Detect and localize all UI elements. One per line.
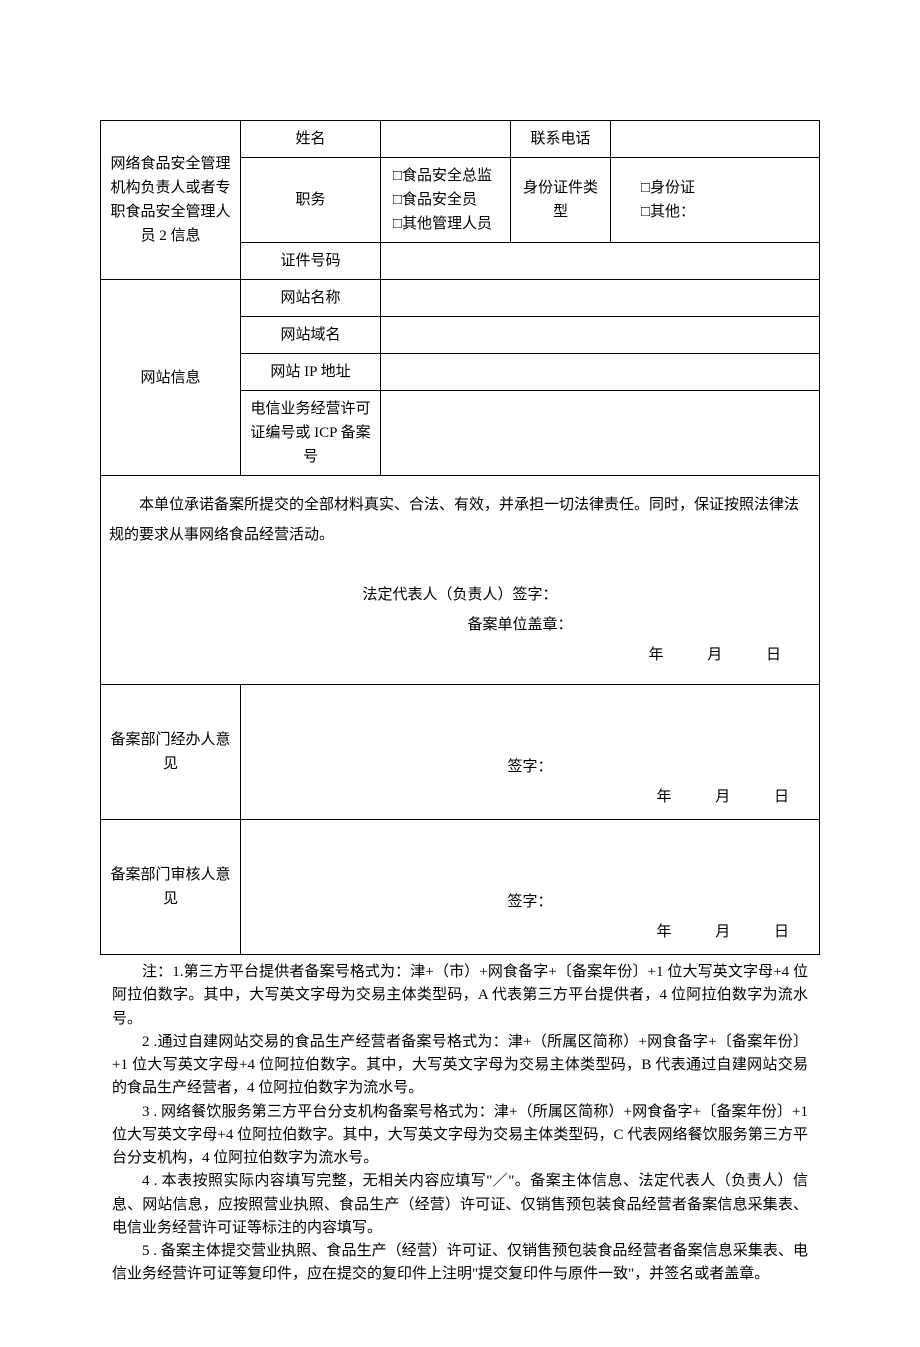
notes-section: 注：1.第三方平台提供者备案号格式为：津+（市）+网食备字+〔备案年份〕+1 位… <box>100 961 820 1287</box>
reviewer-date: 年 月 日 <box>251 920 809 944</box>
name-value[interactable] <box>381 121 511 158</box>
safety-manager-header: 网络食品安全管理机构负责人或者专职食品安全管理人员 2 信息 <box>101 121 241 280</box>
phone-value[interactable] <box>611 121 820 158</box>
id-type-options[interactable]: □身份证 □其他： <box>611 158 820 243</box>
handler-opinion-label: 备案部门经办人意见 <box>101 685 241 820</box>
declaration-cell: 本单位承诺备案所提交的全部材料真实、合法、有效，并承担一切法律责任。同时，保证按… <box>101 476 820 685</box>
name-label: 姓名 <box>241 121 381 158</box>
declaration-date: 年 月 日 <box>109 640 811 670</box>
handler-sign-label: 签字： <box>251 755 809 779</box>
ip-value[interactable] <box>381 354 820 391</box>
handler-opinion-cell[interactable]: 签字： 年 月 日 <box>241 685 820 820</box>
note-1: 注：1.第三方平台提供者备案号格式为：津+（市）+网食备字+〔备案年份〕+1 位… <box>112 961 808 1031</box>
handler-date: 年 月 日 <box>251 785 809 809</box>
id-number-value[interactable] <box>381 243 820 280</box>
position-options[interactable]: □食品安全总监 □食品安全员 □其他管理人员 <box>381 158 511 243</box>
note-2: 2 .通过自建网站交易的食品生产经营者备案号格式为：津+（所属区简称）+网食备字… <box>112 1031 808 1101</box>
reviewer-sign-label: 签字： <box>251 890 809 914</box>
id-number-label: 证件号码 <box>241 243 381 280</box>
note-5: 5 . 备案主体提交营业执照、食品生产（经营）许可证、仅销售预包装食品经营者备案… <box>112 1240 808 1287</box>
declaration-text: 本单位承诺备案所提交的全部材料真实、合法、有效，并承担一切法律责任。同时，保证按… <box>109 490 811 550</box>
unit-seal-label: 备案单位盖章： <box>109 610 811 640</box>
ip-label: 网站 IP 地址 <box>241 354 381 391</box>
domain-value[interactable] <box>381 317 820 354</box>
registration-form-table: 网络食品安全管理机构负责人或者专职食品安全管理人员 2 信息 姓名 联系电话 职… <box>100 120 820 955</box>
reviewer-opinion-cell[interactable]: 签字： 年 月 日 <box>241 820 820 955</box>
note-4: 4 . 本表按照实际内容填写完整，无相关内容应填写"／"。备案主体信息、法定代表… <box>112 1170 808 1240</box>
icp-value[interactable] <box>381 391 820 476</box>
icp-label: 电信业务经营许可证编号或 ICP 备案号 <box>241 391 381 476</box>
website-header: 网站信息 <box>101 280 241 476</box>
reviewer-opinion-label: 备案部门审核人意见 <box>101 820 241 955</box>
domain-label: 网站域名 <box>241 317 381 354</box>
site-name-value[interactable] <box>381 280 820 317</box>
note-3: 3 . 网络餐饮服务第三方平台分支机构备案号格式为：津+（所属区简称）+网食备字… <box>112 1101 808 1171</box>
id-type-label: 身份证件类型 <box>511 158 611 243</box>
position-label: 职务 <box>241 158 381 243</box>
site-name-label: 网站名称 <box>241 280 381 317</box>
legal-rep-sign-label: 法定代表人（负责人）签字： <box>109 580 811 610</box>
phone-label: 联系电话 <box>511 121 611 158</box>
